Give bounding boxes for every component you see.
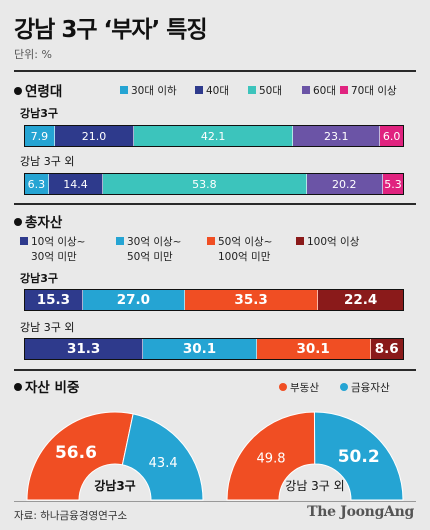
divider xyxy=(14,369,416,371)
legend-label: 70대 이상 xyxy=(351,85,397,97)
asset-legend-item-3: 100억 이상 xyxy=(296,234,359,249)
asset-legend-item-1: 30억 이상~ 50억 미만 xyxy=(116,234,181,264)
age-legend-item-4: 70대 이상 xyxy=(340,83,397,98)
section-title-ratio: 자산 비중 xyxy=(14,376,79,396)
bar-segment: 30.1 xyxy=(256,339,371,359)
asset-bar-gangnam: 15.3 27.0 35.3 22.4 xyxy=(24,289,404,311)
legend-swatch xyxy=(340,86,348,94)
legend-label: 50억 미만 xyxy=(127,251,173,263)
row-label-age-1: 강남 3구 외 xyxy=(20,155,75,168)
legend-swatch xyxy=(340,383,348,391)
legend-label: 30대 이하 xyxy=(131,85,177,97)
pie-value-label: 56.6 xyxy=(55,443,97,463)
source-note: 자료: 하나금융경영연구소 xyxy=(14,510,128,522)
bar-segment: 23.1 xyxy=(293,126,381,146)
age-legend-item-2: 50대 xyxy=(248,83,282,98)
unit-label: 단위: % xyxy=(14,48,52,61)
age-legend-item-3: 60대 xyxy=(302,83,336,98)
section-title-age: 연령대 xyxy=(14,80,62,100)
pie-slice xyxy=(121,413,204,501)
legend-swatch xyxy=(195,86,203,94)
bar-segment: 35.3 xyxy=(184,290,319,310)
legend-label: 30억 이상~ xyxy=(127,236,182,248)
bar-segment: 27.0 xyxy=(82,290,185,310)
section-title-asset: 총자산 xyxy=(14,211,62,231)
bar-segment: 31.3 xyxy=(25,339,144,359)
bar-segment: 6.3 xyxy=(25,174,49,194)
age-legend-item-1: 40대 xyxy=(195,83,229,98)
legend-label: 30억 미만 xyxy=(31,251,77,263)
divider xyxy=(14,70,416,72)
brand-logo: The JoongAng xyxy=(307,504,414,520)
bar-segment: 6.0 xyxy=(380,126,403,146)
semi-donut-charts: 56.6 43.4 강남3구 49.8 50.2 강남 3구 외 xyxy=(26,411,404,501)
bar-segment: 14.4 xyxy=(48,174,104,194)
legend-label: 100억 미만 xyxy=(218,251,271,263)
pie-value-label: 43.4 xyxy=(149,456,178,471)
legend-swatch xyxy=(120,86,128,94)
bar-segment: 7.9 xyxy=(25,126,55,146)
legend-label: 100억 이상 xyxy=(307,236,360,248)
legend-label: 50억 이상~ xyxy=(218,236,273,248)
pie-slice xyxy=(313,411,404,501)
legend-label: 40대 xyxy=(206,85,230,97)
bar-segment: 22.4 xyxy=(318,290,403,310)
bar-segment: 8.6 xyxy=(370,339,403,359)
legend-swatch xyxy=(20,237,28,245)
asset-bar-other: 31.3 30.1 30.1 8.6 xyxy=(24,338,404,360)
pie-value-label: 50.2 xyxy=(338,447,380,467)
age-bar-gangnam: 7.9 21.0 42.1 23.1 6.0 xyxy=(24,125,404,147)
row-label-asset-0: 강남3구 xyxy=(20,272,59,285)
bar-segment: 20.2 xyxy=(306,174,383,194)
age-bar-other: 6.3 14.4 53.8 20.2 5.3 xyxy=(24,173,404,195)
bullet-icon xyxy=(14,87,22,95)
legend-label: 50대 xyxy=(259,85,283,97)
row-label-age-0: 강남3구 xyxy=(20,107,59,120)
legend-swatch xyxy=(296,237,304,245)
pie-center-label: 강남3구 xyxy=(94,478,135,493)
asset-legend-item-2: 50억 이상~ 100억 미만 xyxy=(207,234,272,264)
age-legend-item-0: 30대 이하 xyxy=(120,83,177,98)
page-title: 강남 3구 ‘부자’ 특징 xyxy=(14,17,208,43)
pie-slice xyxy=(26,411,134,501)
legend-swatch xyxy=(302,86,310,94)
legend-swatch xyxy=(248,86,256,94)
bar-segment: 15.3 xyxy=(25,290,83,310)
legend-label: 금융자산 xyxy=(351,382,390,394)
row-label-asset-1: 강남 3구 외 xyxy=(20,321,75,334)
legend-label: 부동산 xyxy=(290,382,319,394)
footer-divider xyxy=(14,501,416,502)
bar-segment: 42.1 xyxy=(134,126,294,146)
legend-swatch xyxy=(279,383,287,391)
bar-segment: 5.3 xyxy=(382,174,403,194)
bar-segment: 53.8 xyxy=(103,174,307,194)
bar-segment: 30.1 xyxy=(143,339,257,359)
pie-value-label: 49.8 xyxy=(257,451,286,466)
bar-segment: 21.0 xyxy=(54,126,135,146)
pie-slice xyxy=(226,411,316,501)
legend-label: 60대 xyxy=(313,85,337,97)
ratio-legend-item-0: 부동산 xyxy=(279,380,319,395)
pie-center-label: 강남 3구 외 xyxy=(285,479,344,493)
bullet-icon xyxy=(14,218,22,226)
divider xyxy=(14,203,416,205)
bullet-icon xyxy=(14,383,22,391)
ratio-legend-item-1: 금융자산 xyxy=(340,380,390,395)
legend-swatch xyxy=(116,237,124,245)
legend-label: 10억 이상~ xyxy=(31,236,86,248)
asset-legend-item-0: 10억 이상~ 30억 미만 xyxy=(20,234,85,264)
legend-swatch xyxy=(207,237,215,245)
